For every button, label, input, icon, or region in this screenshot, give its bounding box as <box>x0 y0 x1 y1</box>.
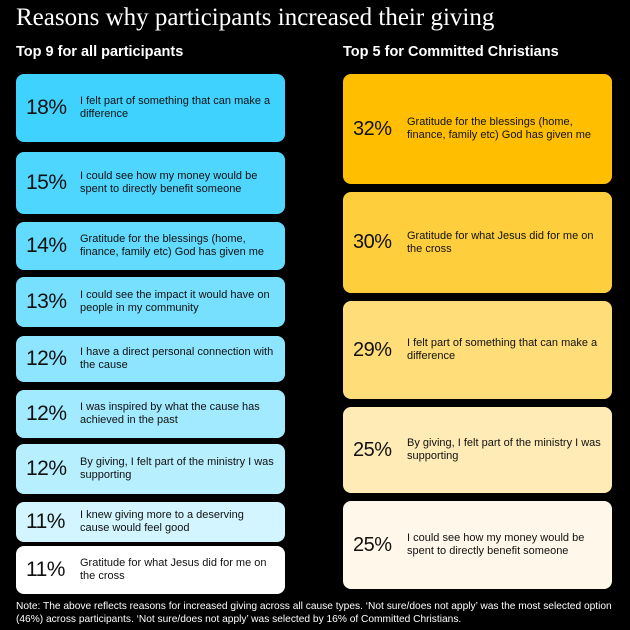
christians-percentage: 30% <box>353 231 392 253</box>
christians-reason-label: Gratitude for what Jesus did for me on t… <box>407 229 594 255</box>
participants-percentage: 14% <box>26 234 67 257</box>
christians-card: 30% Gratitude for what Jesus did for me o… <box>343 192 612 293</box>
christians-reason-label: Gratitude for the blessings (home, finan… <box>407 116 592 141</box>
participants-card: 18% I felt part of something that can mak… <box>16 74 285 142</box>
christians-card: 25% I could see how my money would be spe… <box>343 501 612 589</box>
participants-percentage: 12% <box>26 402 67 425</box>
christians-card: 29% I felt part of something that can mak… <box>343 301 612 399</box>
participants-card: 13% I could see the impact it would have … <box>16 277 285 327</box>
participants-card: 11% Gratitude for what Jesus did for me o… <box>16 546 285 594</box>
participants-reason-label: I have a direct personal connection with… <box>80 346 274 371</box>
christians-reason-label: I could see how my money would be spent … <box>407 532 585 557</box>
participants-card: 12% I was inspired by what the cause has … <box>16 390 285 438</box>
participants-percentage: 11% <box>26 558 65 581</box>
participants-reason-label: I knew giving more to a deserving cause … <box>80 509 244 534</box>
participants-reason-label: I was inspired by what the cause has ach… <box>80 401 260 426</box>
participants-card: 14% Gratitude for the blessings (home, fi… <box>16 222 285 270</box>
participants-card: 12% I have a direct personal connection w… <box>16 336 285 382</box>
participants-percentage: 18% <box>26 96 67 119</box>
participants-reason-label: I could see the impact it would have on … <box>80 289 270 314</box>
christians-percentage: 29% <box>353 338 392 361</box>
christians-card: 25% By giving, I felt part of the ministr… <box>343 407 612 493</box>
christians-card: 32% Gratitude for the blessings (home, fi… <box>343 74 612 184</box>
participants-reason-label: By giving, I felt part of the ministry I… <box>80 456 274 481</box>
page-title: Reasons why participants increased their… <box>16 4 495 31</box>
participants-percentage: 11% <box>26 510 65 533</box>
participants-reason-label: I felt part of something that can make a… <box>80 95 271 120</box>
participants-percentage: 13% <box>26 290 67 313</box>
left-column-heading: Top 9 for all participants <box>16 44 184 60</box>
right-column-heading: Top 5 for Committed Christians <box>343 44 559 60</box>
participants-reason-label: I could see how my money would be spent … <box>80 170 258 195</box>
christians-percentage: 32% <box>353 117 392 140</box>
participants-card: 12% By giving, I felt part of the ministr… <box>16 444 285 494</box>
christians-reason-label: I felt part of something that can make a… <box>407 337 598 362</box>
participants-card: 11% I knew giving more to a deserving cau… <box>16 502 285 542</box>
participants-percentage: 15% <box>26 171 67 194</box>
participants-reason-label: Gratitude for what Jesus did for me on t… <box>80 557 267 582</box>
footnote: Note: The above reflects reasons for inc… <box>16 601 612 625</box>
christians-percentage: 25% <box>353 438 392 461</box>
participants-reason-label: Gratitude for the blessings (home, finan… <box>80 233 265 258</box>
christians-reason-label: By giving, I felt part of the ministry I… <box>407 437 601 462</box>
participants-card: 15% I could see how my money would be spe… <box>16 152 285 214</box>
christians-percentage: 25% <box>353 533 392 556</box>
participants-percentage: 12% <box>26 457 67 480</box>
participants-percentage: 12% <box>26 347 67 370</box>
